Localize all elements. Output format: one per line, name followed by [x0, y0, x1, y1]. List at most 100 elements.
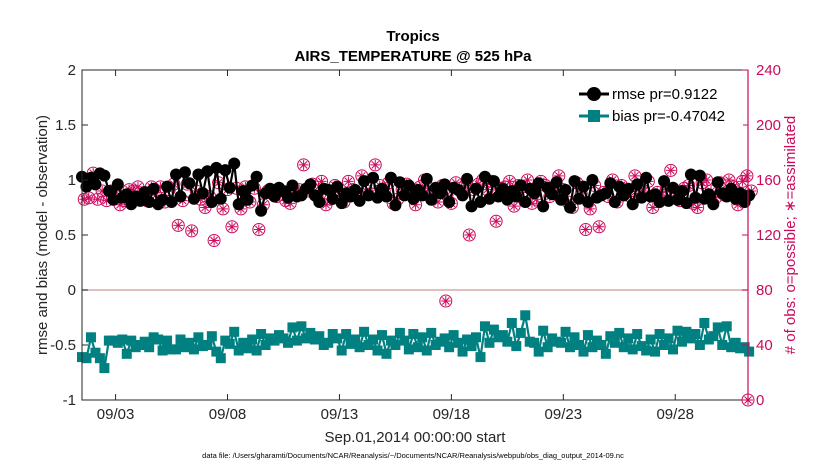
obs-possible-point: [579, 223, 593, 236]
rmse-point: [662, 194, 675, 207]
obs-assimilated-point: [298, 159, 309, 170]
bias-point: [421, 345, 432, 356]
obs-possible-point: [368, 158, 382, 172]
y-right-axis-ticks: 0 40 80 120 160 200 240: [742, 62, 781, 409]
rmse-point: [496, 182, 509, 195]
obs-assimilated-point: [83, 192, 94, 203]
bias-point: [269, 335, 280, 346]
rmse-point: [608, 196, 621, 208]
bias-point: [600, 348, 611, 359]
legend: rmse pr=0.9122 bias pr=-0.47042: [575, 80, 743, 130]
rmse-point: [389, 199, 402, 212]
rmse-point: [219, 164, 232, 177]
obs-assimilated-stroke: [84, 193, 93, 202]
rmse-point: [635, 191, 648, 204]
bias-point: [90, 347, 101, 358]
rmse-point: [519, 196, 532, 208]
rmse-point: [528, 187, 541, 200]
bias-point: [242, 343, 253, 354]
obs-possible-point: [592, 220, 606, 234]
rmse-point: [331, 180, 344, 193]
rmse-point: [711, 176, 724, 189]
bias-point: [175, 334, 186, 345]
rmse-point: [599, 187, 612, 200]
bias-point: [336, 345, 347, 356]
y-tick-label: 1: [68, 172, 76, 189]
bias-point: [471, 332, 482, 343]
obs-possible-point: [740, 169, 754, 183]
bias-point: [623, 333, 634, 344]
bias-point: [117, 334, 128, 345]
rmse-point: [304, 178, 317, 191]
bias-point: [453, 337, 464, 348]
bias-point: [466, 341, 477, 352]
bias-point: [730, 337, 741, 348]
obs-assimilated-point: [316, 176, 327, 187]
bias-point: [403, 344, 414, 355]
obs-assimilated-stroke: [465, 231, 474, 239]
rmse-point: [559, 183, 572, 196]
x-tick-label: 09/13: [321, 406, 359, 423]
rmse-point: [98, 169, 111, 182]
obs-assimilated-point: [491, 216, 502, 227]
footnote: data file: /Users/gharamti/Documents/NCA…: [202, 451, 624, 460]
bias-point: [81, 353, 92, 364]
obs-assimilated-point: [209, 235, 220, 246]
rmse-point: [147, 182, 160, 195]
bias-point: [381, 348, 392, 359]
x-axis-label: Sep.01,2014 00:00:00 start: [325, 429, 507, 446]
obs-assimilated-point: [504, 176, 515, 187]
rmse-point: [349, 183, 362, 196]
obs-assimilated-stroke: [631, 171, 639, 180]
legend-box: [575, 80, 743, 130]
bias-point: [708, 331, 719, 342]
bias-point: [444, 342, 455, 353]
obs-assimilated-stroke: [210, 236, 218, 245]
bias-point: [699, 318, 710, 328]
rmse-point: [470, 182, 483, 195]
rmse-point: [684, 168, 697, 181]
obs-assimilated-point: [665, 165, 676, 176]
rmse-point: [586, 174, 599, 186]
rmse-point: [537, 200, 550, 213]
obs-assimilated-stroke: [134, 182, 142, 191]
bias-point: [85, 332, 96, 343]
bias-point: [609, 337, 620, 348]
bias-point: [529, 337, 540, 348]
bias-point: [359, 326, 370, 337]
rmse-point: [461, 172, 474, 185]
obs-assimilated-stroke: [299, 160, 308, 169]
x-tick-label: 09/08: [209, 406, 247, 423]
y-right-tick-label: 200: [756, 117, 781, 134]
bias-point: [569, 332, 580, 343]
bias-point: [171, 344, 182, 355]
rmse-point: [156, 193, 169, 206]
bias-point: [663, 333, 674, 344]
obs-assimilated-point: [173, 220, 184, 231]
bias-point: [712, 322, 723, 333]
rmse-point: [443, 196, 456, 208]
y-tick-label: 0: [68, 282, 76, 299]
bias-point: [479, 321, 490, 332]
bias-point: [202, 340, 213, 350]
bias-point: [341, 329, 352, 339]
rmse-point: [89, 178, 102, 191]
obs-possible-point: [297, 158, 311, 172]
rmse-point: [107, 193, 120, 206]
bias-point: [282, 337, 293, 348]
rmse-point: [250, 170, 263, 183]
x-tick-label: 09/18: [433, 406, 471, 423]
rmse-point: [384, 171, 397, 184]
bias-point: [690, 329, 701, 339]
rmse-point: [640, 171, 653, 184]
obs-assimilated-stroke: [228, 222, 236, 231]
legend-rmse-marker: [587, 87, 601, 101]
y-tick-label: 1.5: [55, 117, 76, 134]
obs-assimilated-point: [692, 202, 703, 213]
bias-point: [247, 334, 258, 345]
bias-point: [368, 334, 379, 345]
rmse-series-markers: [76, 157, 756, 217]
rmse-point: [675, 185, 688, 197]
y-tick-label: 2: [68, 62, 76, 79]
bias-point: [462, 334, 473, 345]
